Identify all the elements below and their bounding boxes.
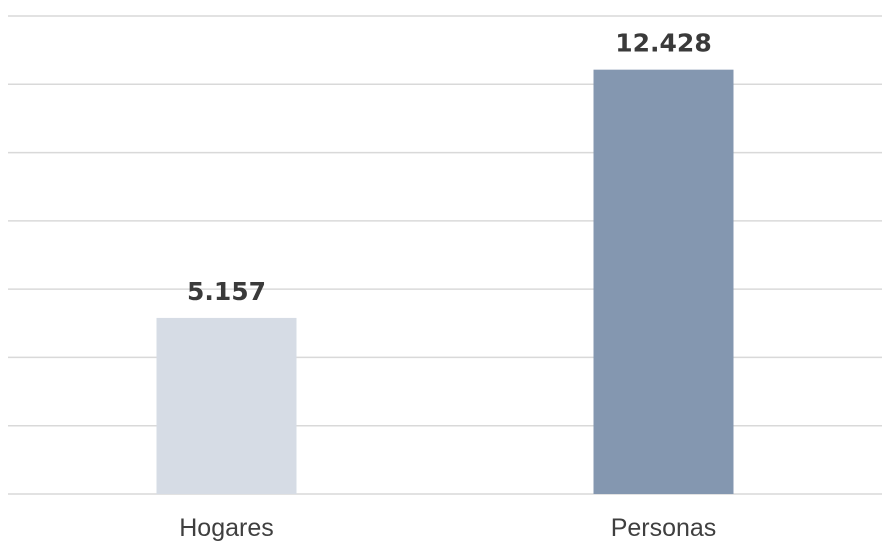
data-label-personas: 12.428	[615, 29, 711, 58]
category-label-hogares: Hogares	[179, 514, 274, 542]
bar-personas	[593, 69, 734, 494]
bar-hogares	[156, 317, 297, 494]
category-labels: Hogares Personas	[179, 514, 716, 542]
category-label-personas: Personas	[611, 514, 717, 542]
gridlines	[8, 15, 882, 495]
data-labels: 5.157 12.428	[187, 29, 712, 306]
bars	[156, 69, 734, 494]
data-label-hogares: 5.157	[187, 277, 266, 306]
